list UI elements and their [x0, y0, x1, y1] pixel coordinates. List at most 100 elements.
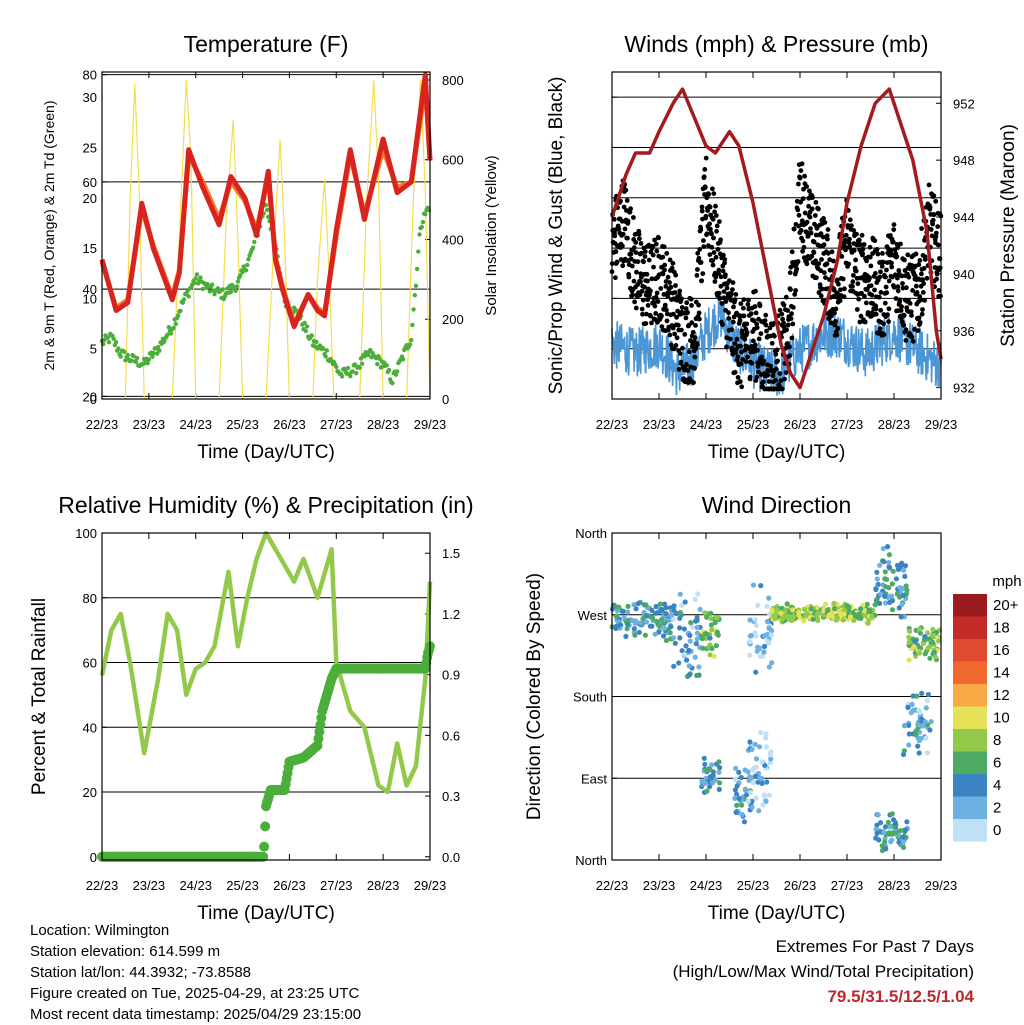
y2-axis-label: Station Pressure (Maroon)	[998, 124, 1019, 347]
wind-direction-point	[738, 774, 744, 781]
wind-direction-point	[893, 576, 900, 582]
wind-direction-point	[765, 638, 771, 645]
wind-direction-point	[761, 792, 767, 798]
gust-point	[850, 279, 856, 285]
wind-direction-point	[892, 821, 898, 827]
gust-point	[806, 203, 811, 209]
y2-tick-label: 1.2	[442, 607, 460, 622]
gust-point	[908, 309, 914, 315]
gust-point	[733, 292, 739, 297]
wind-direction-point	[872, 602, 878, 608]
gust-point	[890, 239, 896, 245]
gust-point	[879, 264, 885, 269]
gust-point	[753, 310, 759, 316]
wind-direction-point	[755, 644, 761, 650]
wind-direction-point	[822, 601, 829, 607]
wind-direction-point	[753, 773, 759, 779]
gust-point	[683, 315, 689, 321]
gust-point	[841, 294, 847, 300]
wind-direction-point	[873, 586, 879, 593]
y2-tick-label: 600	[442, 153, 464, 168]
dewpoint-point	[194, 272, 200, 277]
wind-direction-point	[924, 698, 931, 704]
dewpoint-point	[348, 374, 353, 379]
wind-direction-point	[663, 637, 670, 644]
gust-point	[872, 287, 877, 293]
x-tick-label: 29/23	[414, 878, 447, 893]
gust-point	[649, 276, 655, 282]
gust-point	[774, 347, 780, 353]
gust-point	[663, 284, 669, 289]
dewpoint-point	[113, 340, 119, 345]
gust-point	[819, 257, 824, 262]
gust-point	[635, 259, 641, 265]
gust-point	[758, 331, 764, 336]
gust-point	[829, 249, 835, 255]
gust-point	[620, 231, 626, 237]
y-axis-label: Sonic/Prop Wind & Gust (Blue, Black)	[546, 77, 567, 395]
y-tick-label: East	[581, 771, 607, 786]
gust-point	[829, 313, 834, 319]
wind-direction-point	[840, 617, 847, 623]
gust-point	[822, 220, 828, 225]
wind-direction-point	[749, 804, 755, 810]
gust-point	[802, 173, 807, 179]
x-axis-label: Time (Day/UTC)	[708, 442, 846, 463]
gust-point	[744, 321, 750, 327]
gust-point	[712, 279, 718, 284]
wind-direction-point	[882, 839, 888, 845]
wind-direction-point	[657, 601, 663, 607]
gust-point	[708, 226, 713, 232]
wind-direction-point	[677, 615, 683, 621]
x-tick-label: 24/23	[179, 417, 212, 432]
x-tick-label: 22/23	[86, 417, 119, 432]
legend-swatch	[953, 729, 987, 752]
gust-point	[616, 226, 622, 232]
plot-frame	[611, 71, 942, 400]
wind-direction-point	[886, 564, 892, 570]
wind-direction-point	[874, 569, 880, 575]
dewpoint-point	[302, 320, 307, 326]
wind-direction-point	[707, 635, 713, 641]
gust-point	[797, 175, 803, 181]
wind-direction-point	[761, 633, 768, 639]
gust-point	[788, 287, 793, 292]
gust-point	[715, 246, 721, 252]
wind-direction-point	[736, 769, 742, 776]
gust-point	[628, 256, 634, 262]
gust-point	[878, 307, 884, 313]
legend-swatch	[953, 751, 987, 774]
gust-point	[887, 233, 893, 238]
gust-point	[875, 251, 881, 257]
wind-direction-point	[767, 752, 773, 758]
wind-direction-point	[709, 645, 715, 652]
wind-direction-point	[713, 643, 720, 649]
gust-point	[670, 325, 676, 331]
dewpoint-point	[358, 356, 364, 361]
wind-direction-point	[906, 742, 912, 748]
wind-direction-point	[686, 672, 692, 678]
dewpoint-point	[116, 346, 121, 351]
gust-point	[867, 275, 872, 281]
legend-swatch	[953, 706, 987, 729]
gust-point	[730, 280, 736, 285]
dewpoint-point	[375, 361, 380, 367]
gust-point	[674, 335, 680, 341]
gust-point	[802, 210, 808, 216]
gust-point	[919, 226, 924, 231]
legend-swatch	[953, 639, 987, 662]
gust-point	[624, 198, 630, 203]
dewpoint-point	[156, 344, 161, 350]
gust-point	[886, 278, 892, 284]
gust-point	[782, 376, 787, 382]
wind-direction-point	[689, 624, 695, 630]
x-tick-label: 27/23	[831, 878, 864, 893]
gust-point	[849, 223, 854, 229]
gust-point	[884, 290, 890, 296]
wind-direction-point	[914, 693, 920, 699]
gust-point	[695, 267, 700, 272]
gust-point	[765, 372, 771, 378]
wind-direction-point	[915, 743, 921, 749]
solar-insolation-line	[124, 79, 431, 400]
y-tick-label: 0	[90, 392, 97, 407]
